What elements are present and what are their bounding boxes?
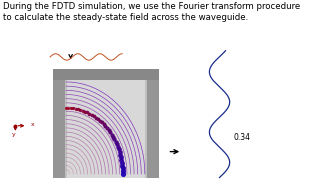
- Text: 0.34: 0.34: [234, 133, 251, 142]
- Bar: [65, 80, 148, 177]
- Text: x: x: [31, 122, 34, 127]
- Bar: [53, 69, 159, 80]
- Text: y: y: [12, 132, 16, 138]
- Bar: [53, 69, 159, 177]
- Text: During the FDTD simulation, we use the Fourier transform procedure
to calculate : During the FDTD simulation, we use the F…: [4, 2, 300, 22]
- Bar: [67, 80, 145, 177]
